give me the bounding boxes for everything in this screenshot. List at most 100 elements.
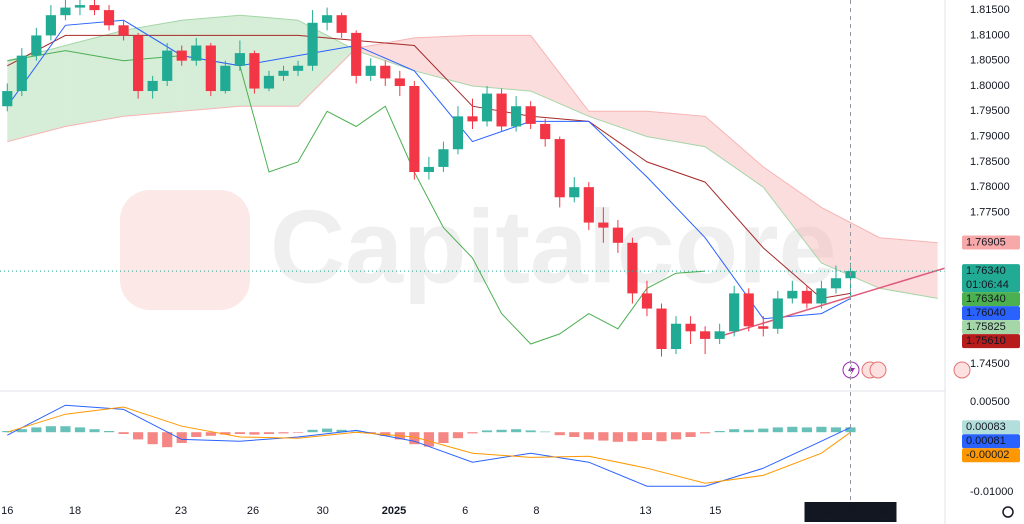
- candle-body: [830, 278, 842, 289]
- price-label-box: [962, 334, 1020, 349]
- macd-histogram-bar: [45, 426, 56, 433]
- candle-body: [60, 7, 71, 16]
- macd-histogram-bar: [234, 432, 245, 434]
- macd-histogram-bar: [845, 427, 856, 433]
- candle-body: [423, 166, 434, 172]
- cloud-segment: [472, 35, 531, 92]
- candle-body: [816, 288, 827, 304]
- macd-histogram-bar: [147, 432, 158, 445]
- candle-body: [234, 53, 245, 66]
- candle-body: [118, 25, 129, 36]
- macd-histogram-bar: [162, 432, 173, 448]
- y-tick-label: 1.79500: [970, 105, 1010, 117]
- indicator-line: [6, 19, 851, 320]
- candle-body: [511, 106, 522, 127]
- candle-body: [191, 45, 202, 61]
- price-label: 1.76905: [966, 236, 1006, 248]
- y-tick-label: -0.01000: [970, 486, 1013, 498]
- macd-histogram-bar: [118, 432, 129, 434]
- x-tick-label: 26: [247, 505, 259, 517]
- macd-histogram-bar: [89, 429, 100, 433]
- macd-histogram-bar: [438, 432, 449, 443]
- y-tick-label: 1.78500: [970, 156, 1010, 168]
- candle-body: [685, 323, 696, 332]
- candle-body: [496, 93, 507, 127]
- macd-histogram-bar: [409, 432, 420, 445]
- price-label-box: [962, 448, 1020, 463]
- macd-histogram-bar: [830, 427, 842, 433]
- macd-histogram-bar: [525, 430, 536, 433]
- macd-histogram-bar: [60, 426, 71, 433]
- macd-histogram-bar: [481, 430, 493, 433]
- y-tick-label: 1.80000: [970, 80, 1010, 92]
- macd-histogram-bar: [627, 432, 638, 442]
- macd-histogram-bar: [16, 429, 27, 433]
- macd-histogram-bar: [307, 429, 318, 433]
- candle-body: [700, 331, 711, 339]
- span-a-line: [7, 14, 938, 299]
- price-label-box: [962, 306, 1020, 321]
- macd-histogram-bar: [380, 432, 391, 436]
- price-label: 1.76340: [966, 265, 1006, 277]
- candle-body: [467, 116, 478, 122]
- candle-body: [147, 80, 158, 92]
- watermark: Capitalcore: [270, 189, 836, 305]
- candle-body: [45, 15, 56, 36]
- candle-body: [74, 5, 86, 8]
- candle-body: [103, 10, 115, 26]
- macd-histogram-bar: [569, 432, 580, 437]
- macd-histogram-bar: [685, 432, 696, 437]
- candle-body: [133, 35, 144, 92]
- macd-histogram-bar: [322, 428, 333, 433]
- macd-histogram-bar: [103, 431, 115, 433]
- price-label: 1.76040: [966, 307, 1006, 319]
- x-tick-label: 2025: [382, 505, 406, 517]
- macd-histogram-bar: [336, 429, 347, 433]
- macd-histogram-bar: [714, 431, 725, 433]
- candle-body: [263, 75, 275, 89]
- y-tick-label: 1.81000: [970, 29, 1010, 41]
- indicator-line: [7, 34, 851, 299]
- flag-icon[interactable]: [869, 361, 887, 379]
- x-tick-label: 23: [175, 505, 187, 517]
- macd-histogram-bar: [467, 432, 478, 434]
- flag-icon[interactable]: [953, 361, 971, 379]
- candle-body: [249, 53, 260, 89]
- price-label: 1.75825: [966, 321, 1006, 333]
- macd-histogram-bar: [612, 432, 623, 442]
- x-tick-label: 15: [709, 505, 721, 517]
- plot-area: [0, 0, 945, 487]
- event-icon-bolt: [848, 364, 855, 376]
- crosshair-date: 20 Jan '25: [809, 506, 859, 518]
- candle-body: [656, 308, 667, 350]
- price-label: -0.00002: [966, 449, 1009, 461]
- macd-histogram-bar: [278, 432, 289, 434]
- candle-body: [2, 91, 13, 107]
- candle-body: [641, 293, 653, 309]
- candle-body: [220, 65, 231, 92]
- cloud-segment: [356, 37, 415, 71]
- macd-histogram-bar: [540, 431, 551, 433]
- macd-histogram-bar: [641, 432, 653, 440]
- candle-body: [336, 15, 347, 33]
- x-tick-label: 13: [639, 505, 651, 517]
- macd-histogram-bar: [700, 432, 711, 434]
- candle-body: [612, 227, 623, 243]
- cloud-segment: [123, 20, 182, 117]
- y-tick-label: 0.00500: [970, 396, 1010, 408]
- x-tick-label: 8: [533, 505, 539, 517]
- candle-body: [583, 187, 594, 223]
- span-b-line: [7, 34, 938, 244]
- candle-body: [452, 116, 464, 150]
- candle-body: [31, 35, 42, 56]
- candle-body: [525, 106, 536, 124]
- settings-icon[interactable]: [1002, 506, 1014, 518]
- countdown-label: 01:06:44: [966, 279, 1009, 291]
- macd-histogram-bar: [511, 429, 522, 433]
- cloud-segment: [414, 35, 473, 86]
- price-label-box: [962, 264, 1020, 293]
- cloud-segment: [530, 35, 589, 117]
- x-tick-label: 16: [1, 505, 13, 517]
- price-label: 0.00083: [966, 421, 1006, 433]
- macd-histogram-bar: [496, 429, 507, 433]
